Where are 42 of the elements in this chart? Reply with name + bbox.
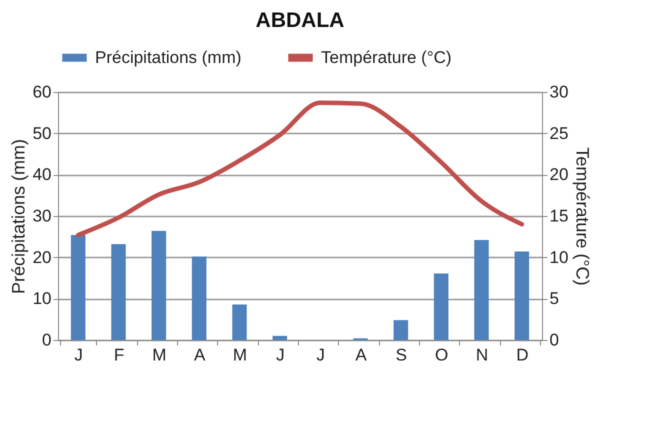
y-tick-label: 40 bbox=[32, 165, 52, 184]
x-tick-label: D bbox=[516, 346, 528, 364]
x-tick-label: M bbox=[232, 346, 248, 364]
y-tick-label: 0 bbox=[42, 330, 52, 350]
y2-tick-label: 5 bbox=[550, 289, 559, 308]
bar bbox=[232, 304, 247, 340]
bar bbox=[394, 320, 408, 340]
y2-tick-label: 25 bbox=[550, 124, 568, 143]
x-tick-label: S bbox=[396, 346, 408, 364]
y-tick-label: 20 bbox=[32, 248, 52, 267]
x-tick-label: A bbox=[194, 346, 206, 364]
x-tick-label: N bbox=[476, 346, 488, 364]
y-tick-label: 50 bbox=[32, 124, 52, 143]
bar bbox=[514, 252, 530, 340]
bar bbox=[474, 240, 489, 340]
bar bbox=[152, 230, 166, 340]
line-series bbox=[76, 100, 524, 238]
y2-tick-label: 30 bbox=[550, 82, 568, 102]
y2-tick-label: 15 bbox=[550, 206, 568, 226]
legend-label: Précipitations (mm) bbox=[95, 48, 242, 67]
y-tick-label: 30 bbox=[32, 206, 52, 226]
bar bbox=[272, 336, 288, 340]
bar bbox=[434, 273, 448, 340]
y2-axis-title: Température (°C) bbox=[572, 147, 592, 286]
chart-title: ABDALA bbox=[256, 9, 344, 32]
bar bbox=[111, 244, 126, 340]
y2-tick-label: 0 bbox=[550, 330, 559, 350]
y2-tick-label: 20 bbox=[550, 165, 568, 184]
x-tick-label: O bbox=[435, 346, 448, 364]
x-tick-label: M bbox=[152, 346, 166, 364]
y-tick-label: 10 bbox=[32, 289, 52, 308]
legend-label: Température (°C) bbox=[321, 48, 452, 67]
x-tick-label: J bbox=[276, 346, 285, 364]
bar bbox=[192, 256, 206, 340]
x-tick-label: J bbox=[316, 346, 325, 364]
y-axis-title: Précipitations (mm) bbox=[8, 138, 29, 294]
x-tick-label: A bbox=[355, 346, 368, 364]
y-tick-label: 60 bbox=[32, 82, 52, 102]
bar bbox=[70, 235, 86, 340]
x-tick-label: F bbox=[114, 346, 124, 364]
x-tick-label: J bbox=[74, 346, 83, 364]
y2-tick-label: 10 bbox=[550, 248, 568, 267]
